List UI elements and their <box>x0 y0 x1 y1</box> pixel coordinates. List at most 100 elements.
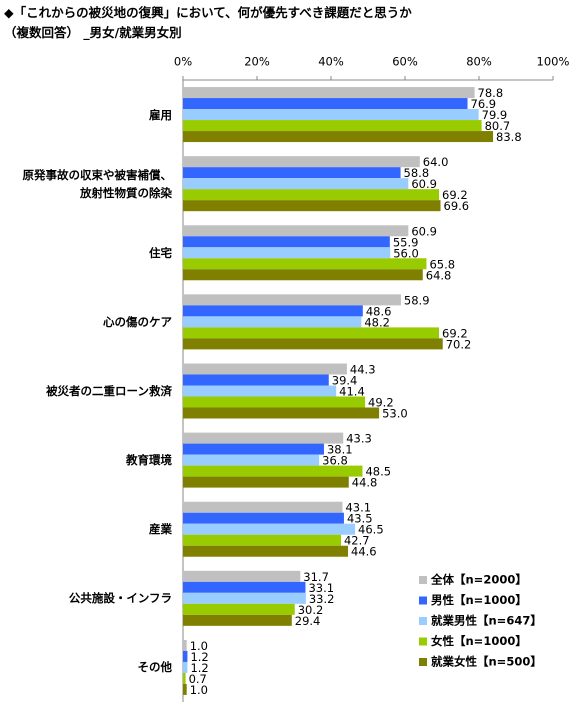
value-label: 1.0 <box>190 639 208 653</box>
bar <box>183 592 306 604</box>
bar <box>183 98 468 110</box>
bar <box>183 189 440 201</box>
legend-box <box>414 569 546 679</box>
bar <box>183 236 390 248</box>
category-label: 住宅 <box>149 245 172 260</box>
bar <box>183 454 320 466</box>
value-label: 48.6 <box>366 304 392 318</box>
bar <box>183 374 329 386</box>
bar <box>183 443 324 455</box>
legend-label: 就業男性【n=647】 <box>431 614 542 628</box>
value-label: 56.0 <box>393 246 419 260</box>
value-label: 65.8 <box>429 257 455 271</box>
value-label: 0.7 <box>189 672 207 686</box>
value-label: 79.9 <box>482 108 508 122</box>
value-label: 43.3 <box>346 432 372 446</box>
value-label: 60.9 <box>411 224 437 238</box>
value-label: 43.1 <box>345 501 371 515</box>
value-label: 46.5 <box>358 523 384 537</box>
x-tick-label: 20% <box>244 55 270 69</box>
legend-swatch <box>419 658 427 666</box>
bar <box>183 396 366 408</box>
value-label: 42.7 <box>344 534 370 548</box>
bar <box>183 269 423 281</box>
value-label: 33.1 <box>308 581 334 595</box>
bar <box>183 523 356 535</box>
bar <box>183 258 427 270</box>
value-label: 48.2 <box>364 315 390 329</box>
category-label: 被災者の二重ローン救済 <box>46 384 172 398</box>
bar <box>183 87 475 99</box>
value-label: 69.6 <box>444 199 470 213</box>
value-label: 64.0 <box>423 155 449 169</box>
value-label: 69.2 <box>442 188 468 202</box>
bar <box>183 247 391 259</box>
bar <box>183 672 186 684</box>
bar <box>183 363 347 375</box>
value-label: 44.6 <box>351 545 377 559</box>
legend-swatch <box>419 596 427 605</box>
value-label: 55.9 <box>393 235 419 249</box>
legend-label: 全体【n=2000】 <box>430 573 527 587</box>
chart-title: ◆「これからの被災地の復興」において、何が優先すべき課題だと思うか <box>4 5 412 20</box>
value-label: 58.8 <box>404 166 430 180</box>
value-label: 53.0 <box>382 407 408 421</box>
x-tick-label: 0% <box>174 55 192 69</box>
value-label: 1.0 <box>190 683 208 697</box>
value-label: 64.8 <box>426 268 452 282</box>
category-label: 原発事故の収束や被害補償、 放射性物質の除染 <box>22 167 173 200</box>
bar <box>183 683 187 695</box>
bar <box>183 407 380 419</box>
value-label: 29.4 <box>295 614 321 628</box>
bar <box>183 109 479 121</box>
bar <box>183 465 363 477</box>
bar <box>183 661 188 673</box>
bar <box>183 167 401 179</box>
bar <box>183 581 306 593</box>
bar <box>183 200 441 212</box>
x-tick-label: 40% <box>318 55 344 69</box>
value-label: 83.8 <box>496 130 522 144</box>
bar <box>183 131 494 143</box>
bar <box>183 603 295 615</box>
value-label: 44.3 <box>350 363 376 377</box>
value-label: 80.7 <box>485 119 511 133</box>
category-label: 教育環境 <box>126 453 172 468</box>
value-label: 33.2 <box>309 592 335 606</box>
bar <box>183 305 363 317</box>
value-label: 39.4 <box>332 374 358 388</box>
bar <box>183 294 401 306</box>
value-label: 1.2 <box>190 650 208 664</box>
value-label: 44.8 <box>352 476 378 490</box>
category-label: 公共施設・インフラ <box>68 591 172 606</box>
chart-subtitle: （複数回答） _男女/就業男女別 <box>4 25 182 40</box>
bar <box>183 639 187 651</box>
bar <box>183 432 344 444</box>
bar <box>183 225 409 237</box>
legend-label: 就業女性【n=500】 <box>431 655 542 669</box>
value-label: 36.8 <box>322 454 348 468</box>
bar <box>183 178 409 190</box>
bar <box>183 534 341 546</box>
category-label: 心の傷のケア <box>103 314 172 329</box>
bar <box>183 501 343 513</box>
value-label: 43.5 <box>347 512 373 526</box>
value-label: 41.4 <box>339 385 365 399</box>
category-label: 雇用 <box>149 107 172 122</box>
value-label: 48.5 <box>365 465 391 479</box>
value-label: 60.9 <box>411 177 437 191</box>
x-tick-label: 100% <box>537 55 570 69</box>
value-label: 69.2 <box>442 326 468 340</box>
category-label: 産業 <box>149 522 172 537</box>
bar <box>183 327 440 339</box>
bar <box>183 570 301 582</box>
category-label: その他 <box>137 660 173 675</box>
legend-swatch <box>419 576 427 584</box>
bar <box>183 338 443 350</box>
x-tick-label: 60% <box>392 55 418 69</box>
legend-label: 女性【n=1000】 <box>431 634 527 648</box>
bar <box>183 385 337 397</box>
value-label: 38.1 <box>327 443 353 457</box>
